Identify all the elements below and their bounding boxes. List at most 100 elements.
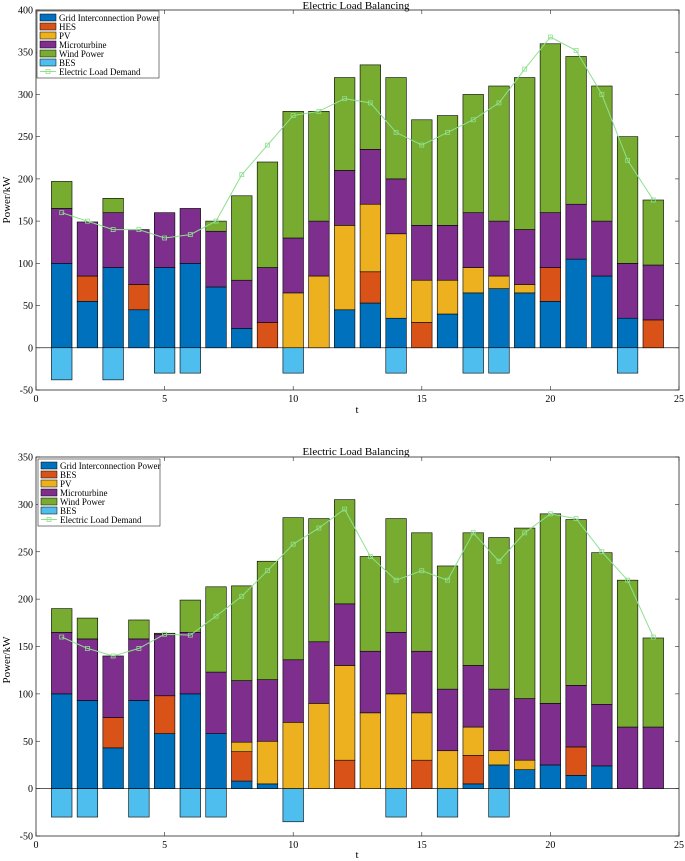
chart-2-demand-marker-t2: [85, 645, 90, 651]
chart-2-x-tick-label: 20: [545, 840, 555, 851]
chart-1-demand-marker-t23: [625, 157, 630, 163]
chart-1-bar-pv-t11: [308, 275, 330, 349]
chart-1-legend-swatch: [39, 13, 57, 22]
chart-2-y-tick-label: -50: [20, 832, 33, 843]
chart-1-x-tick-label: 20: [545, 394, 555, 405]
chart-2-demand-marker-t5: [162, 631, 168, 637]
chart-2-bar-pv-t14: [385, 693, 407, 789]
chart-2-bar-bes-t6: [179, 788, 201, 818]
chart-2-bar-grid-t1: [51, 693, 73, 789]
chart-2-demand-marker-t4: [136, 645, 142, 651]
chart-2-bar-wind-t4: [128, 619, 150, 640]
chart-1-bar-bes-t6: [179, 347, 201, 374]
chart-2-bar-micro-t13: [359, 650, 381, 714]
chart-2-legend-box: [37, 458, 161, 527]
chart-1-bar-grid-t13: [359, 302, 381, 349]
chart-2-demand-marker-t11: [316, 525, 322, 531]
chart-2-bar-micro-t16: [436, 688, 459, 752]
chart-1-bar-grid-t19: [514, 292, 536, 349]
chart-1-bar-micro-t21: [565, 203, 587, 260]
chart-1-demand-marker-t20: [548, 34, 553, 40]
chart-2-bar-micro-t1: [51, 631, 73, 695]
chart-1-bar-wind-t23: [616, 136, 639, 264]
chart-1-bar-micro-t16: [436, 225, 459, 281]
chart-1-bar-pv-t18: [488, 275, 510, 289]
chart-1-bar-bes-t3: [102, 347, 124, 381]
chart-2-y-tick-label: 100: [18, 689, 33, 700]
chart-1-y-tick-label: 350: [18, 48, 33, 59]
chart-2-demand-marker-t19: [522, 530, 528, 536]
chart-2-demand-line: [61, 508, 654, 657]
chart-1-bar-micro-t8: [231, 279, 253, 329]
chart-1-bar-grid-t12: [334, 309, 356, 349]
chart-2-y-tick-label: 0: [28, 784, 33, 795]
chart-2-bar-wind-t19: [514, 527, 536, 699]
chart-2-bar-pv-t15: [411, 712, 433, 761]
chart-2-bar-micro-t11: [308, 641, 330, 704]
chart-1-demand-marker-t11: [316, 108, 322, 114]
chart-1-bar-wind-t11: [308, 111, 330, 222]
chart-1-legend-label: Electric Load Demand: [59, 67, 141, 77]
chart-2-legend-label: Electric Load Demand: [60, 515, 142, 525]
chart-2-bar-micro-t6: [179, 631, 201, 695]
chart-1-bar-bes-t14: [385, 347, 407, 374]
chart-2-bar-hes-t8: [231, 751, 253, 782]
chart-2-demand-marker-t8: [239, 593, 245, 599]
chart-1-demand-marker-t12: [342, 96, 348, 102]
chart-2-y-tick-label: 250: [18, 547, 33, 558]
chart-2-demand-marker-t13: [367, 554, 373, 559]
chart-1-bar-pv-t19: [514, 284, 536, 294]
chart-1-title: Electric Load Balancing: [303, 0, 410, 12]
chart-1-demand-marker-t16: [445, 130, 450, 135]
chart-1-bar-bes-t17: [462, 347, 484, 374]
chart-2-legend-swatch: [40, 488, 58, 497]
chart-2-legend-marker: [46, 517, 52, 522]
chart-2-bar-micro-t5: [154, 633, 176, 697]
chart-1-bar-hes-t20: [539, 267, 561, 302]
chart-1-bar-micro-t13: [359, 149, 381, 205]
chart-2-bar-wind-t15: [411, 532, 433, 652]
chart-2-bar-grid-t4: [128, 700, 150, 789]
chart-2-bar-micro-t7: [205, 671, 227, 734]
chart-2-bar-grid-t17: [462, 783, 484, 789]
chart-1-bar-wind-t15: [411, 119, 433, 226]
chart-1-demand-marker-t14: [393, 130, 399, 135]
chart-1-y-tick-label: 300: [18, 90, 33, 101]
chart-1-bar-hes-t4: [128, 284, 150, 311]
chart-1-legend-label: Grid Interconnection Power: [59, 13, 159, 23]
chart-2-bar-grid-t6: [179, 693, 201, 789]
chart-1-bar-grid-t6: [179, 263, 201, 349]
chart-2-bar-micro-t12: [334, 603, 356, 666]
chart-1-bar-micro-t2: [76, 221, 99, 277]
chart-1-bar-pv-t13: [359, 203, 381, 273]
chart-1-bar-micro-t23: [616, 263, 639, 319]
chart-2-demand-marker-t23: [625, 577, 630, 583]
chart-1-bar-grid-t7: [205, 286, 227, 349]
chart-1-demand-marker-t4: [136, 227, 142, 232]
chart-2-bar-bes-t14: [385, 788, 407, 818]
chart-1-bar-hes-t24: [642, 319, 664, 349]
chart-1-x-label: t: [355, 404, 358, 416]
chart-2-demand-marker-t20: [548, 511, 553, 517]
chart-2-legend-swatch: [40, 470, 58, 479]
chart-1-plot-area: [36, 34, 679, 381]
chart-2-bar-hes-t17: [462, 755, 484, 785]
chart-2-bar-micro-t20: [539, 703, 561, 766]
chart-2-bar-micro-t17: [462, 665, 484, 728]
chart-2-bar-bes-t16: [436, 788, 459, 818]
chart-2-legend-swatch: [40, 479, 58, 488]
chart-1-x-tick-label: 10: [288, 394, 298, 405]
chart-2-bar-pv-t13: [359, 712, 381, 789]
chart-1-bar-micro-t22: [591, 220, 613, 277]
chart-1-bar-hes-t15: [411, 322, 433, 349]
chart-1-bar-pv-t12: [334, 225, 356, 311]
chart-2-bar-grid-t21: [565, 775, 587, 789]
chart-1-legend-swatch: [39, 22, 57, 31]
chart-1-bar-micro-t1: [51, 208, 73, 264]
chart-2-bar-micro-t14: [385, 631, 407, 695]
chart-1-bar-pv-t17: [462, 267, 484, 294]
chart-2-bar-wind-t1: [51, 608, 73, 633]
chart-2-x-tick-label: 5: [162, 840, 167, 851]
chart-1-y-tick-label: 50: [23, 301, 33, 312]
